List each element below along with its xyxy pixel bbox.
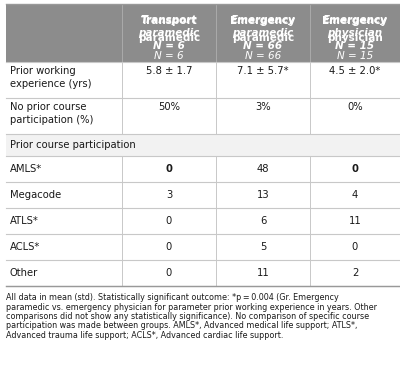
- Bar: [6, 182, 400, 208]
- Text: 0: 0: [166, 216, 172, 226]
- Text: 13: 13: [257, 190, 269, 200]
- Bar: [6, 234, 400, 260]
- Text: comparisons did not show any statistically significance). No comparison of speci: comparisons did not show any statistical…: [6, 312, 369, 321]
- Bar: [6, 156, 400, 182]
- Text: Transport
paramedic
N = 6: Transport paramedic N = 6: [138, 15, 200, 51]
- Text: paramedic vs. emergency physician for parameter prior working experience in year: paramedic vs. emergency physician for pa…: [6, 302, 377, 312]
- Bar: [6, 208, 400, 234]
- Text: N = 6: N = 6: [154, 51, 184, 61]
- Text: 7.1 ± 5.7*: 7.1 ± 5.7*: [237, 66, 289, 76]
- Text: 0: 0: [352, 164, 358, 174]
- Text: 11: 11: [349, 216, 361, 226]
- Text: Emergency
paramedic
N = 66: Emergency paramedic N = 66: [231, 15, 295, 51]
- Text: 0: 0: [352, 242, 358, 252]
- Text: 3%: 3%: [255, 102, 271, 112]
- Text: 0: 0: [166, 242, 172, 252]
- Text: paramedic: paramedic: [138, 33, 200, 43]
- Text: 0%: 0%: [347, 102, 363, 112]
- Text: Advanced trauma life support; ACLS*, Advanced cardiac life support.: Advanced trauma life support; ACLS*, Adv…: [6, 331, 283, 340]
- Bar: [6, 62, 400, 98]
- Text: 5: 5: [260, 242, 266, 252]
- Text: ATLS*: ATLS*: [10, 216, 39, 226]
- Text: Prior working
experience (yrs): Prior working experience (yrs): [10, 66, 92, 89]
- Text: 11: 11: [257, 268, 269, 278]
- Text: 0: 0: [166, 268, 172, 278]
- Text: 0: 0: [166, 164, 172, 174]
- Text: 5.8 ± 1.7: 5.8 ± 1.7: [146, 66, 192, 76]
- Text: participation was made between groups. AMLS*, Advanced medical life support; ATL: participation was made between groups. A…: [6, 321, 357, 330]
- Text: No prior course
participation (%): No prior course participation (%): [10, 102, 93, 125]
- Text: 48: 48: [257, 164, 269, 174]
- Text: N = 15: N = 15: [337, 51, 373, 61]
- Text: 6: 6: [260, 216, 266, 226]
- Text: ACLS*: ACLS*: [10, 242, 40, 252]
- Text: All data in mean (std). Statistically significant outcome: *p = 0.004 (Gr. Emerg: All data in mean (std). Statistically si…: [6, 293, 339, 302]
- Bar: [6, 98, 400, 134]
- Text: physician: physician: [327, 33, 383, 43]
- Text: 3: 3: [166, 190, 172, 200]
- Text: Other: Other: [10, 268, 38, 278]
- Text: paramedic: paramedic: [232, 33, 294, 43]
- Text: 4: 4: [352, 190, 358, 200]
- Bar: [6, 260, 400, 286]
- Text: Prior course participation: Prior course participation: [10, 140, 136, 150]
- Bar: [6, 134, 400, 156]
- Text: Emergency
physician
N = 15: Emergency physician N = 15: [323, 15, 387, 51]
- Text: Megacode: Megacode: [10, 190, 61, 200]
- Text: Transport: Transport: [141, 16, 197, 26]
- Bar: [6, 4, 400, 62]
- Text: 4.5 ± 2.0*: 4.5 ± 2.0*: [329, 66, 381, 76]
- Text: AMLS*: AMLS*: [10, 164, 42, 174]
- Text: 50%: 50%: [158, 102, 180, 112]
- Text: Emergency: Emergency: [322, 16, 388, 26]
- Text: Emergency: Emergency: [230, 16, 296, 26]
- Text: 2: 2: [352, 268, 358, 278]
- Text: N = 66: N = 66: [245, 51, 281, 61]
